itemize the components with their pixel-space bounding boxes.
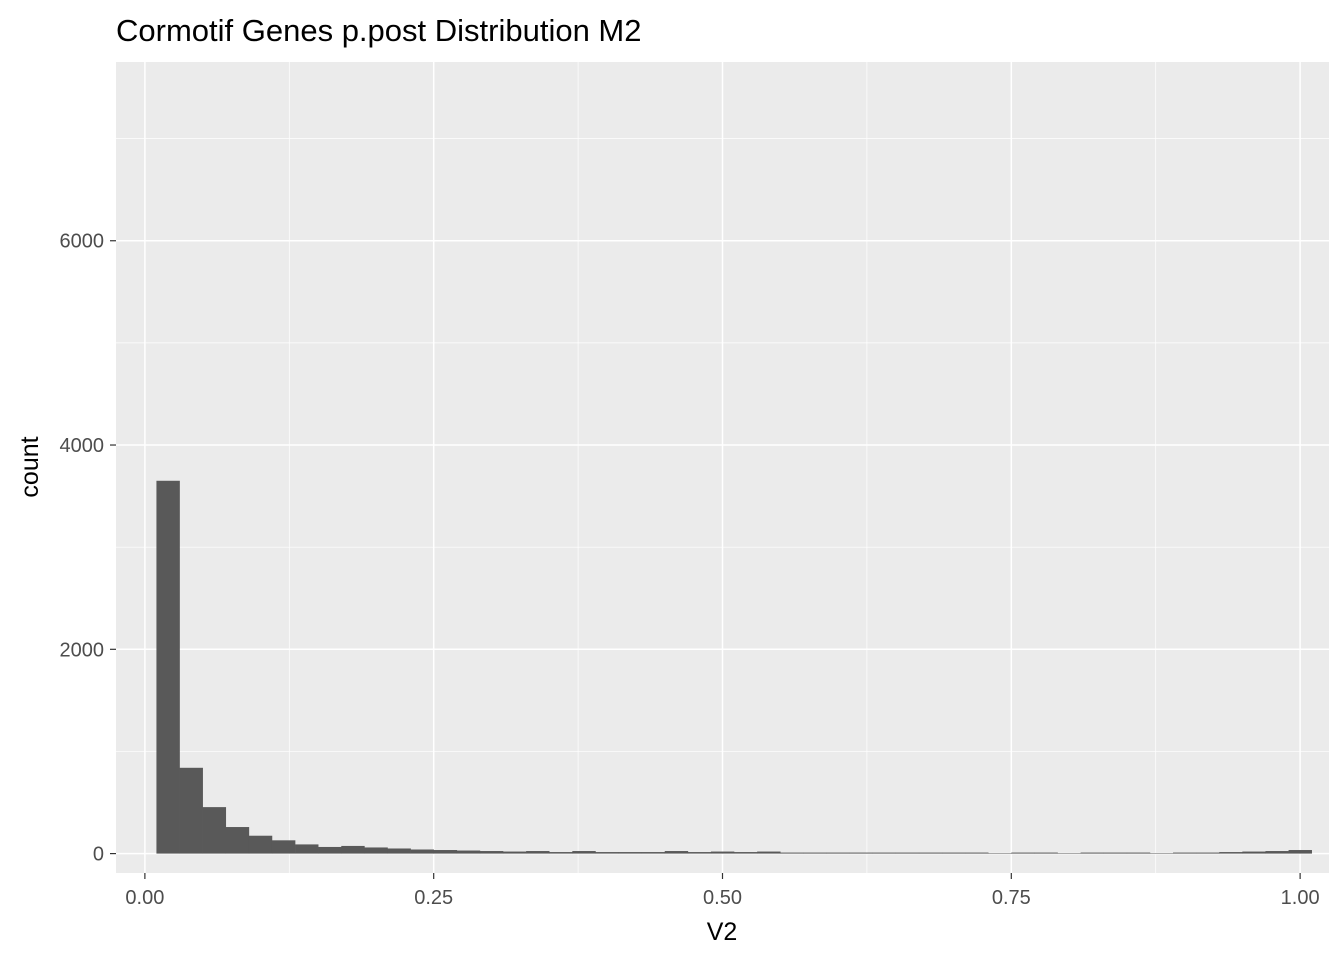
histogram-bar [318, 846, 342, 854]
histogram-bar [1265, 851, 1289, 854]
histogram-bar [965, 852, 989, 854]
y-axis-title: count [16, 436, 44, 497]
histogram-bar [225, 827, 250, 854]
histogram-bar [1173, 852, 1197, 854]
histogram-bar [572, 851, 596, 854]
histogram-bar [202, 807, 227, 854]
histogram-bar [872, 852, 897, 854]
histogram-bar [364, 847, 388, 854]
x-tick-label: 0.00 [125, 887, 164, 909]
histogram-bar [1219, 852, 1243, 854]
histogram-bar [341, 845, 365, 854]
chart-title: Cormotif Genes p.post Distribution M2 [116, 13, 642, 48]
histogram-bar [1196, 852, 1220, 854]
histogram-bar [988, 853, 1012, 854]
histogram-bar [687, 852, 712, 854]
histogram-bar [826, 852, 850, 854]
histogram-bar [641, 852, 666, 854]
y-axis: 0 2000 4000 6000 [60, 231, 116, 866]
histogram-bar [1034, 852, 1058, 854]
histogram-bars [156, 480, 1312, 854]
histogram-bar [1011, 852, 1035, 854]
x-tick-label: 0.50 [703, 887, 742, 909]
histogram-bar [295, 844, 319, 854]
histogram-bar [1288, 850, 1312, 854]
histogram-bar [895, 852, 920, 854]
histogram-bar [271, 840, 296, 854]
histogram-bar [941, 852, 966, 854]
x-axis: 0.00 0.25 0.50 0.75 1.00 [125, 873, 1320, 909]
histogram-bar [179, 767, 203, 854]
histogram-bar [618, 852, 642, 854]
x-axis-title: V2 [707, 918, 738, 946]
histogram-bar [479, 851, 504, 854]
histogram-bar [710, 851, 735, 854]
histogram-bar [918, 852, 943, 854]
histogram-bar [734, 852, 758, 854]
histogram-bar [1242, 851, 1266, 854]
histogram-bar [664, 851, 689, 854]
y-tick-label: 6000 [60, 231, 105, 253]
histogram-bar [780, 852, 804, 854]
histogram-bar [1126, 852, 1151, 854]
x-tick-label: 1.00 [1281, 887, 1320, 909]
histogram-bar [156, 480, 180, 854]
histogram-bar [248, 835, 273, 854]
histogram-bar [456, 850, 481, 854]
histogram-bar [549, 852, 573, 854]
histogram-bar [503, 851, 527, 854]
histogram-bar [1149, 853, 1174, 854]
histogram-bar [849, 852, 873, 854]
histogram-bar [803, 852, 827, 854]
histogram-bar [595, 852, 619, 854]
y-tick-label: 4000 [60, 435, 105, 457]
histogram-bar [433, 850, 458, 854]
histogram-bar [1080, 852, 1105, 854]
histogram-bar [757, 851, 781, 854]
y-tick-label: 2000 [60, 639, 105, 661]
histogram-bar [1103, 852, 1128, 854]
x-tick-label: 0.75 [992, 887, 1031, 909]
histogram-bar [387, 848, 411, 854]
x-tick-label: 0.25 [414, 887, 453, 909]
histogram-bar [526, 851, 550, 854]
histogram-bar [410, 849, 434, 854]
y-tick-label: 0 [93, 844, 104, 866]
histogram-bar [1057, 853, 1081, 854]
